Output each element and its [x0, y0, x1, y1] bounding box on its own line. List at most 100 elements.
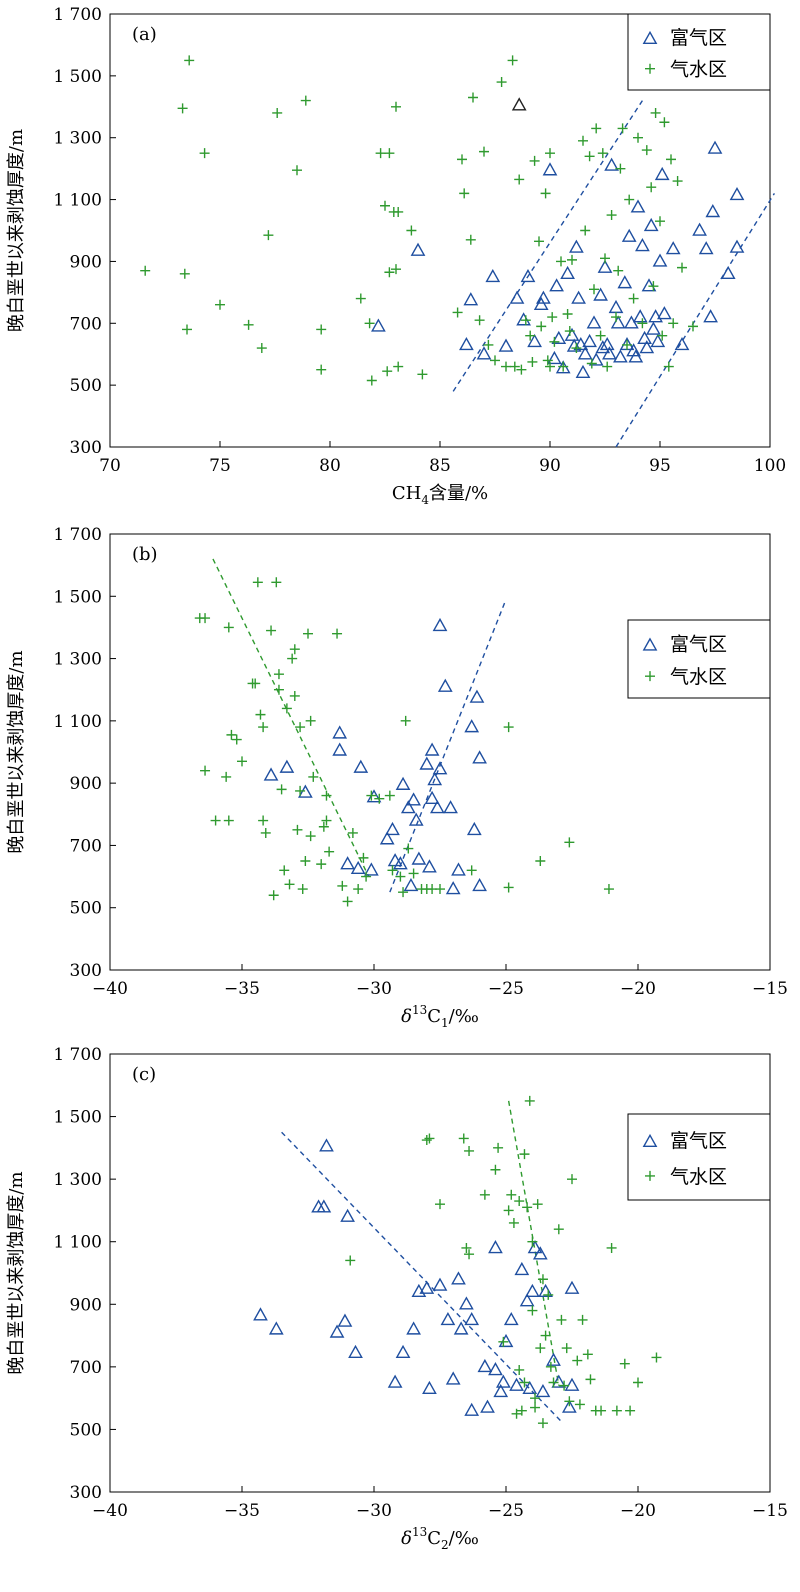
data-point-plus [295, 722, 306, 733]
data-point-triangle [564, 1377, 580, 1391]
data-point-plus [519, 1149, 530, 1160]
data-point-plus [537, 1418, 548, 1429]
data-point-triangle [406, 1321, 421, 1335]
data-point-plus [520, 315, 531, 326]
data-point-plus [501, 361, 511, 372]
data-point-triangle [472, 877, 487, 892]
data-point-plus [342, 896, 353, 907]
data-point-triangle [729, 186, 745, 201]
data-point-plus [537, 1274, 548, 1285]
data-point-triangle [522, 1380, 538, 1395]
data-point-plus [184, 55, 195, 66]
data-point-plus [589, 284, 599, 295]
x-axis-label: δ13C1/‰ [401, 1003, 479, 1030]
data-point-plus [382, 366, 393, 377]
data-point-plus [535, 856, 546, 866]
data-point-triangle [575, 364, 591, 379]
data-point-plus [273, 684, 284, 695]
data-point-plus [564, 837, 575, 848]
data-point-plus [255, 709, 266, 720]
data-point-plus [650, 107, 661, 118]
y-tick-label: 1 300 [53, 650, 102, 670]
data-point-plus [666, 154, 676, 165]
data-point-plus [672, 176, 683, 187]
data-point-plus [648, 281, 659, 292]
data-point-triangle [437, 678, 453, 692]
data-point-plus [606, 210, 617, 221]
data-point-plus [646, 182, 657, 193]
x-tick-label: −40 [92, 979, 128, 999]
data-point-plus [613, 265, 624, 276]
data-point-triangle [582, 333, 597, 348]
data-point-triangle [509, 1377, 524, 1391]
data-point-triangle [332, 725, 348, 739]
data-point-plus [375, 148, 386, 159]
chart-panel-3: −40 −35 −30 −25 −20 −15 300 500 700 900 1 100 1 300… [6, 1045, 788, 1552]
data-point-triangle [406, 792, 421, 806]
data-point-plus [318, 821, 329, 832]
data-point-plus [345, 1255, 356, 1266]
legend-marker-plus [645, 1170, 655, 1181]
y-tick-label: 900 [70, 252, 102, 272]
data-point-plus [417, 369, 428, 380]
data-point-plus [408, 868, 419, 879]
data-point-triangle [340, 856, 355, 870]
data-point-plus [337, 880, 348, 891]
data-point-triangle [411, 1283, 427, 1298]
data-point-triangle [422, 1380, 437, 1395]
data-point-plus [624, 194, 635, 205]
data-point-plus [266, 625, 277, 636]
x-tick-label: 90 [539, 456, 561, 476]
data-point-plus [663, 361, 674, 372]
data-point-triangle [519, 1293, 535, 1307]
y-tick-label: 1 500 [53, 1108, 102, 1128]
trend-line [389, 599, 507, 893]
y-axis-label: 晚白垩世以来剥蚀厚度/m [6, 1171, 27, 1374]
data-point-triangle [604, 157, 619, 171]
data-point-triangle [637, 330, 652, 344]
data-point-plus [237, 756, 247, 767]
trend-line [212, 558, 370, 877]
data-point-plus [503, 722, 514, 733]
data-point-plus [542, 355, 553, 366]
x-tick-label: 85 [429, 456, 451, 476]
data-point-plus [572, 1355, 583, 1366]
data-point-plus [395, 871, 406, 882]
data-point-triangle [480, 1399, 495, 1413]
series-gas-water [194, 577, 614, 907]
y-tick-label: 900 [70, 774, 102, 794]
data-point-plus [606, 1242, 617, 1253]
data-point-triangle [613, 349, 628, 363]
data-point-plus [279, 865, 290, 876]
x-tick-label: −35 [224, 1501, 260, 1521]
data-point-plus [628, 293, 639, 304]
y-tick-label: 1 100 [53, 1233, 102, 1253]
data-point-plus [603, 884, 614, 895]
data-point-triangle [560, 265, 575, 280]
data-point-plus [289, 644, 300, 655]
data-point-triangle [445, 1371, 461, 1385]
data-point-plus [200, 613, 211, 624]
data-point-plus [498, 1336, 509, 1347]
data-point-plus [490, 1164, 501, 1175]
data-point-plus [321, 790, 332, 801]
data-point-plus [292, 824, 303, 835]
data-point-plus [271, 577, 282, 588]
data-point-plus [474, 315, 485, 326]
data-point-triangle [453, 1321, 469, 1335]
data-point-plus [483, 339, 494, 350]
data-point-triangle [546, 1352, 561, 1366]
plot-frame [109, 1053, 771, 1493]
data-point-plus [617, 123, 628, 134]
data-point-plus [468, 92, 478, 103]
data-point-plus [558, 361, 569, 372]
y-tick-label: 1 300 [53, 129, 102, 149]
series-rich-gas [263, 617, 487, 895]
data-point-plus [452, 307, 463, 318]
data-point-plus [511, 1408, 522, 1419]
data-point-plus [387, 865, 398, 876]
data-point-plus [303, 628, 313, 639]
y-tick-label: 700 [70, 314, 102, 334]
series-gas-water [140, 55, 698, 386]
